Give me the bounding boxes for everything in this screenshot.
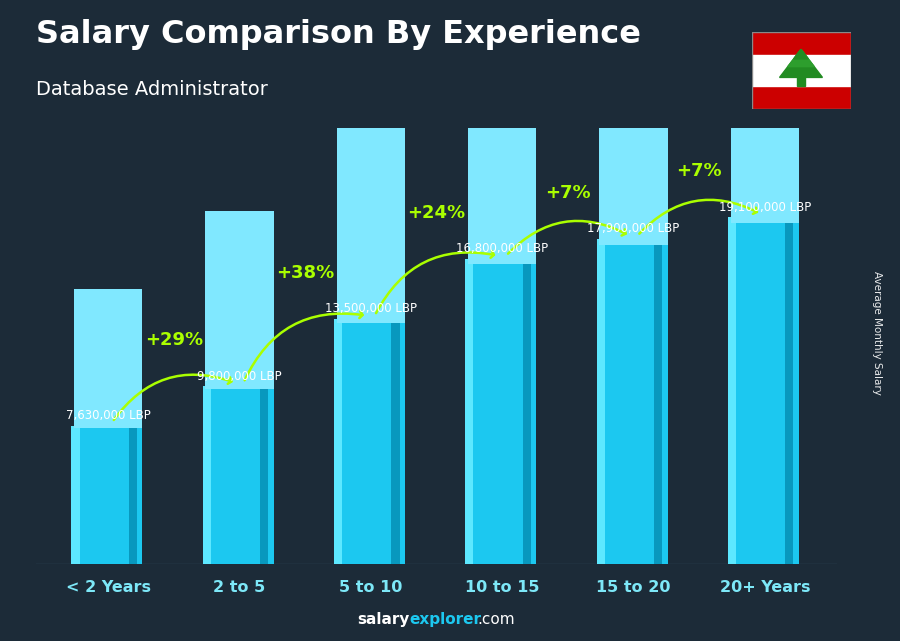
Bar	[752, 55, 850, 86]
Bar	[752, 86, 850, 109]
Text: Salary Comparison By Experience: Salary Comparison By Experience	[36, 19, 641, 50]
Bar	[468, 0, 536, 265]
Bar	[337, 319, 405, 564]
Text: +24%: +24%	[408, 204, 465, 222]
Bar	[731, 0, 799, 224]
Polygon shape	[788, 49, 814, 67]
Polygon shape	[779, 49, 823, 78]
Bar	[337, 78, 405, 323]
Bar	[599, 239, 668, 564]
Bar	[74, 426, 142, 564]
Text: 17,900,000 LBP: 17,900,000 LBP	[588, 222, 680, 235]
Bar	[752, 32, 850, 55]
Bar	[74, 290, 142, 428]
Text: 16,800,000 LBP: 16,800,000 LBP	[456, 242, 548, 256]
Bar	[728, 217, 736, 564]
Bar	[523, 259, 531, 564]
Bar	[202, 386, 211, 564]
Bar	[731, 217, 799, 564]
Bar	[597, 239, 605, 564]
Bar	[786, 217, 794, 564]
Text: +29%: +29%	[145, 331, 202, 349]
Text: 13,500,000 LBP: 13,500,000 LBP	[325, 303, 417, 315]
Bar	[468, 259, 536, 564]
Text: +38%: +38%	[276, 264, 334, 282]
Text: +7%: +7%	[676, 162, 722, 180]
Bar	[797, 78, 805, 86]
Bar	[205, 386, 274, 564]
Text: 19,100,000 LBP: 19,100,000 LBP	[719, 201, 811, 213]
Text: salary: salary	[357, 612, 410, 627]
Text: explorer: explorer	[410, 612, 482, 627]
Bar	[260, 386, 268, 564]
Text: Database Administrator: Database Administrator	[36, 80, 268, 99]
Polygon shape	[794, 49, 808, 59]
Text: 7,630,000 LBP: 7,630,000 LBP	[66, 409, 150, 422]
Bar	[392, 319, 400, 564]
Text: 9,800,000 LBP: 9,800,000 LBP	[197, 370, 282, 383]
Text: +7%: +7%	[545, 184, 590, 202]
Bar	[465, 259, 473, 564]
Bar	[599, 0, 668, 245]
Bar	[129, 426, 137, 564]
Bar	[334, 319, 342, 564]
Text: Average Monthly Salary: Average Monthly Salary	[872, 271, 883, 395]
Bar	[654, 239, 662, 564]
Text: .com: .com	[477, 612, 515, 627]
Bar	[71, 426, 79, 564]
Bar	[205, 212, 274, 389]
